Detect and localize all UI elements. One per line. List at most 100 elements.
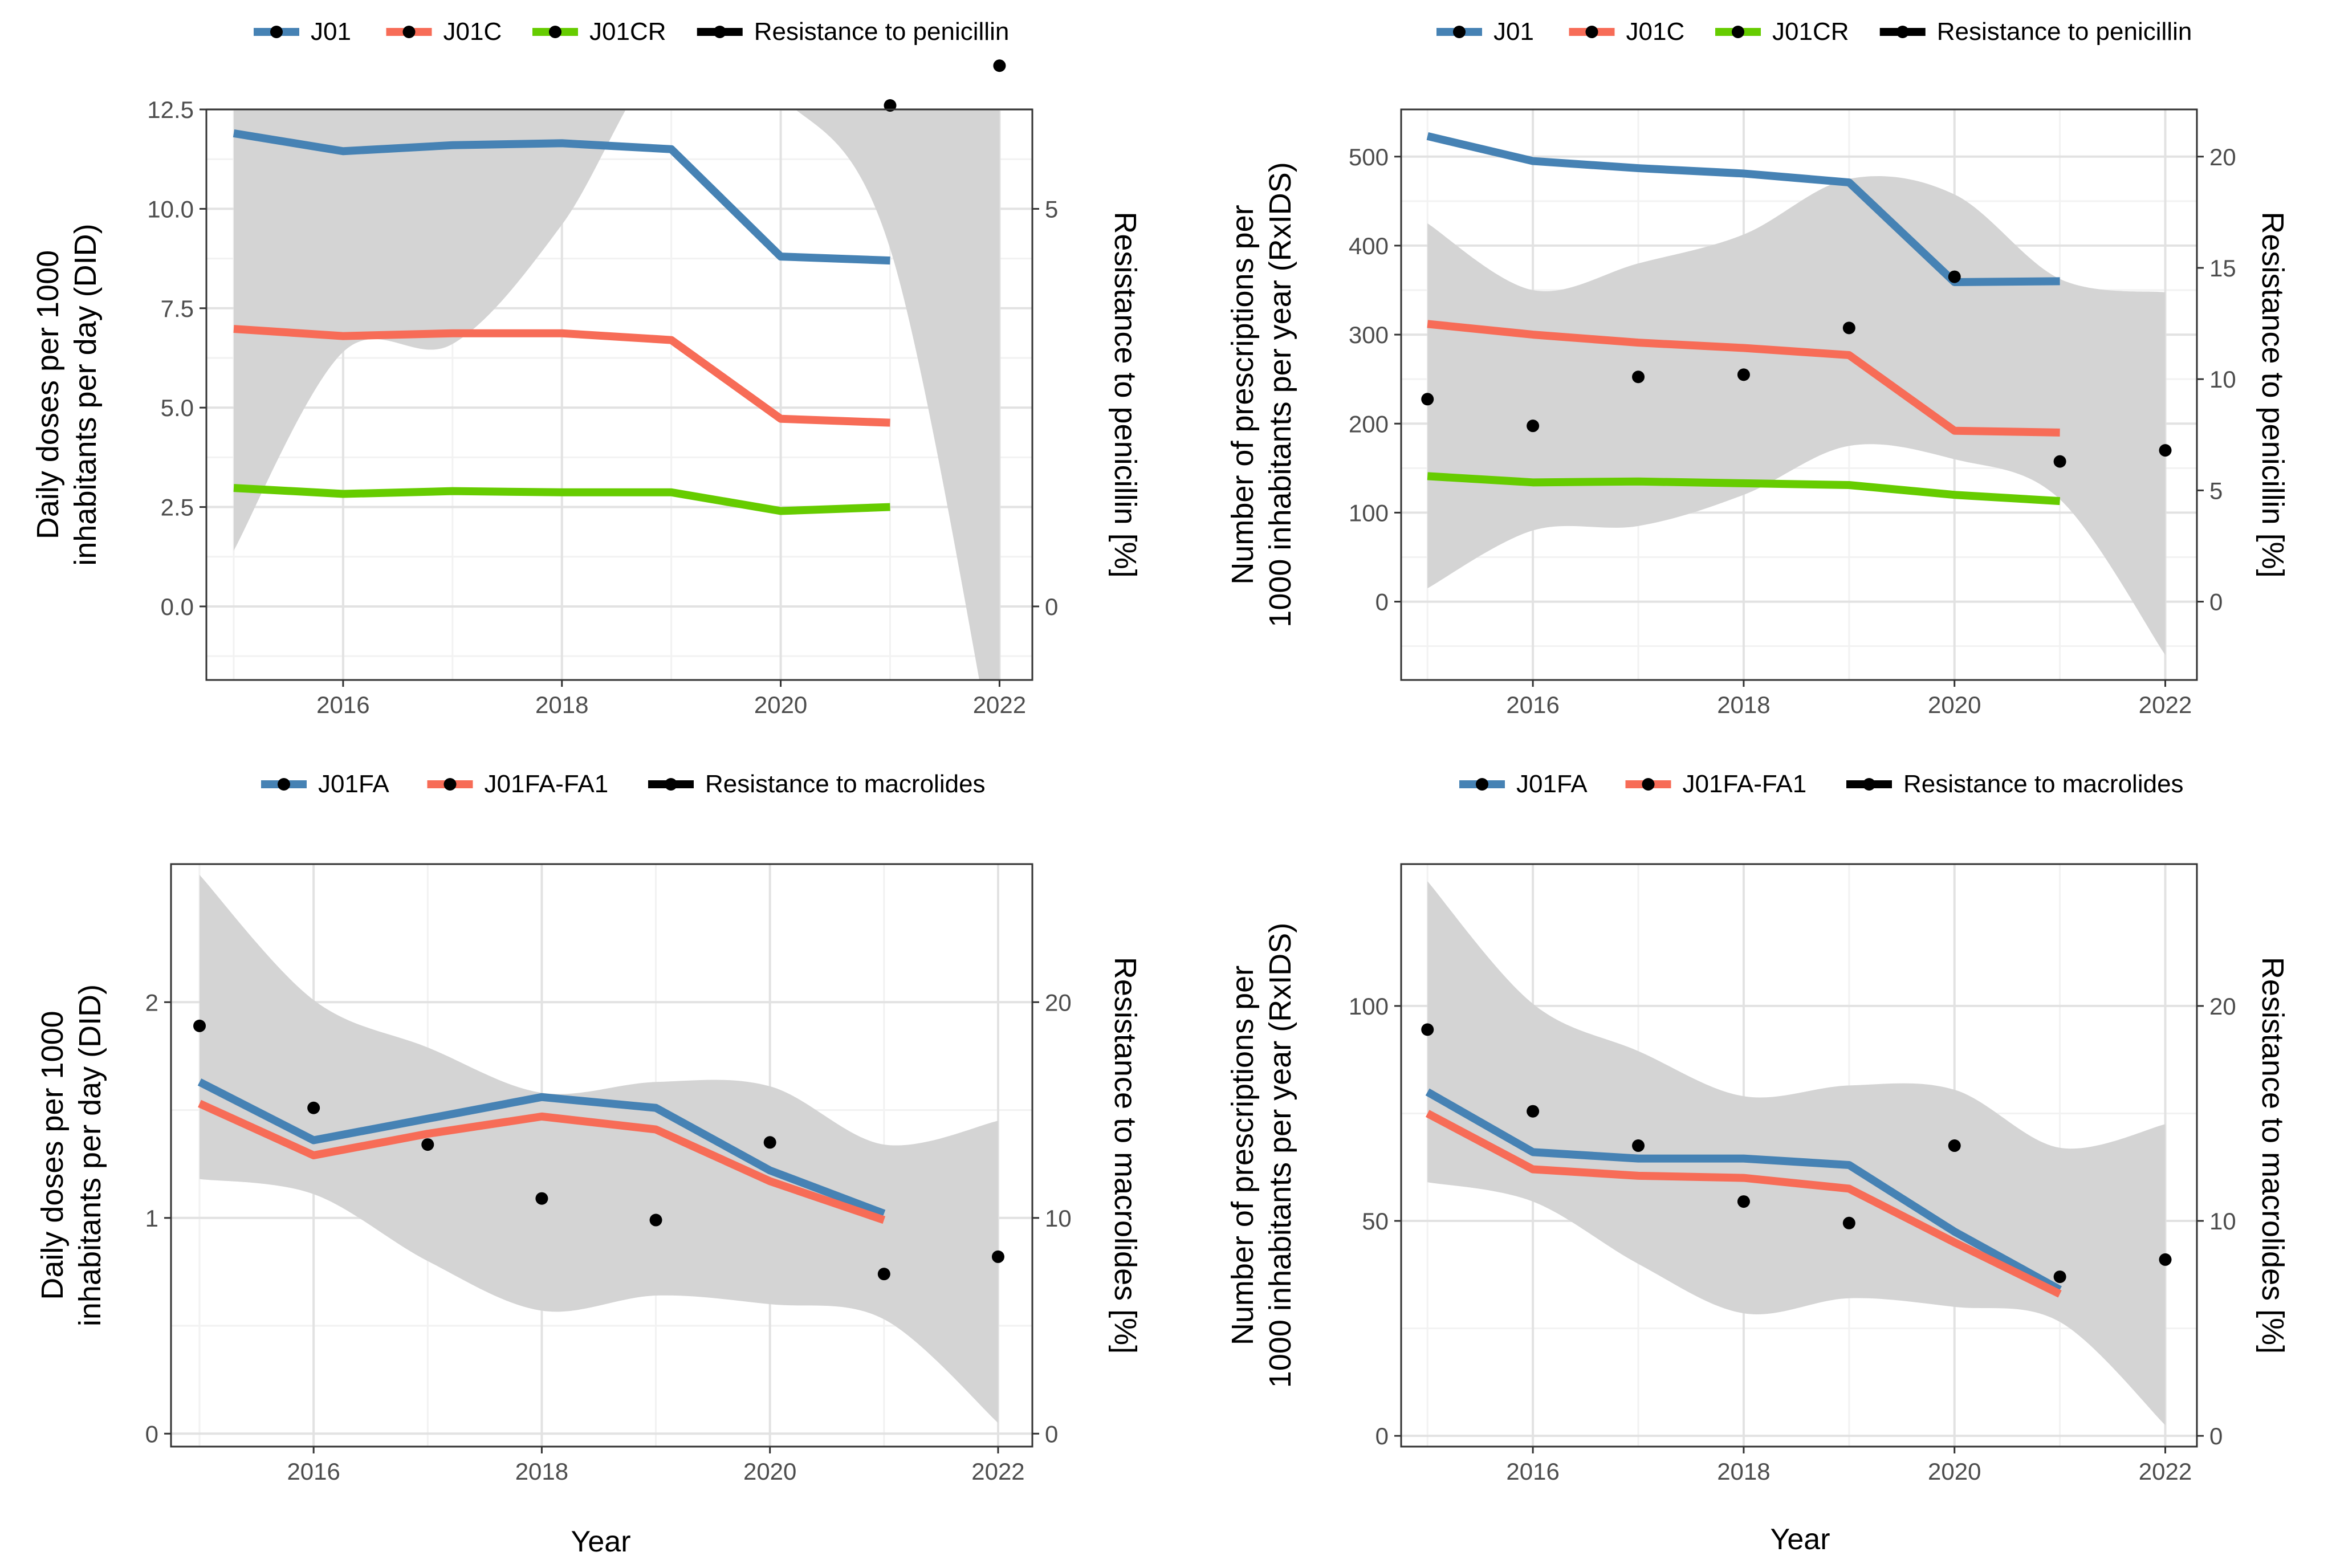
y-axis-title-line: Daily doses per 1000 xyxy=(35,1011,70,1300)
legend-label: Resistance to macrolides xyxy=(705,770,986,798)
legend-key-dot xyxy=(1732,26,1744,38)
y-tick-label: 2 xyxy=(145,989,158,1016)
legend-label: J01CR xyxy=(1772,18,1849,46)
legend-label: Resistance to penicillin xyxy=(1937,18,2192,46)
series-line-j01fa xyxy=(1425,1088,2062,1293)
resistance-point xyxy=(535,1192,548,1205)
legend-label: J01FA xyxy=(318,770,389,798)
y-tick-label: 5.0 xyxy=(161,394,194,421)
resistance-point xyxy=(649,1213,662,1227)
series-line-j01c xyxy=(233,325,890,427)
x-tick-label: 2022 xyxy=(2139,691,2192,718)
resistance-point xyxy=(2053,1270,2066,1284)
x-tick-label: 2018 xyxy=(515,1458,568,1485)
series-line-j01 xyxy=(233,129,890,265)
legend-key-dot xyxy=(402,26,416,38)
series-line-j01cr xyxy=(233,484,890,515)
resistance-point xyxy=(421,1138,434,1151)
resistance-point xyxy=(1632,370,1645,384)
x-tick-label: 2018 xyxy=(1717,691,1770,718)
resistance-point xyxy=(1948,270,1961,283)
resistance-point xyxy=(763,1136,776,1149)
resistance-point xyxy=(991,1250,1004,1263)
legend-label: J01FA-FA1 xyxy=(485,770,609,798)
panel-border xyxy=(1400,863,2198,1448)
y-tick-label: 7.5 xyxy=(161,295,194,322)
legend-key-dot xyxy=(665,778,677,791)
resistance-point xyxy=(877,1268,890,1281)
chart-panels: 20162018202020220.02.55.07.510.012.50510… xyxy=(31,18,2290,1485)
y-axis-title-line: Number of prescriptions per xyxy=(1226,205,1260,584)
legend-label: Resistance to macrolides xyxy=(1903,770,2184,798)
y-tick-label: 100 xyxy=(1349,993,1389,1020)
x-tick-label: 2020 xyxy=(1928,1458,1981,1485)
x-tick-label: 2020 xyxy=(754,691,807,718)
panel-border xyxy=(1400,108,2198,681)
legend-key-dot xyxy=(713,26,726,38)
series-line-j01fa-fa1 xyxy=(198,1099,886,1224)
x-tick-label: 2020 xyxy=(1928,691,1981,718)
confidence-ribbon xyxy=(1427,176,2166,655)
series-line-j01fa-fa1 xyxy=(1425,1110,2062,1298)
legend-label: J01CR xyxy=(589,18,666,46)
panel-border xyxy=(170,863,1033,1448)
resistance-point xyxy=(1842,321,1855,335)
x-tick-label: 2018 xyxy=(535,691,588,718)
y-tick-label: 200 xyxy=(1349,410,1389,437)
y-tick-label: 0 xyxy=(1375,1423,1389,1449)
y-tick-label: 1 xyxy=(145,1205,158,1232)
legend-key-dot xyxy=(278,778,290,791)
series-line-j01cr xyxy=(1427,472,2061,506)
y2-axis-title: Resistance to penicillin [%] xyxy=(1108,211,1142,577)
y2-axis-title: Resistance to macrolides [%] xyxy=(2256,957,2290,1354)
y2-tick-label: 20 xyxy=(2209,144,2236,170)
y2-tick-label: 5 xyxy=(2209,477,2223,504)
legend-key-dot xyxy=(1453,26,1466,38)
y-tick-label: 12.5 xyxy=(147,96,194,123)
y2-tick-label: 20 xyxy=(2209,993,2236,1020)
y2-tick-label: 0 xyxy=(2209,1423,2223,1449)
legend-label: J01 xyxy=(311,18,351,46)
y2-tick-label: 10 xyxy=(1045,1205,1072,1232)
legend: J01FA J01FA-FA1 Resistance to macrolides xyxy=(1459,770,2184,798)
y-axis-title-line: inhabitants per day (DID) xyxy=(68,223,103,565)
legend-key-dot xyxy=(443,778,457,791)
resistance-point xyxy=(1842,1216,1855,1229)
resistance-point xyxy=(1737,1195,1750,1208)
x-axis-title-left: Year xyxy=(571,1525,630,1558)
y-tick-label: 100 xyxy=(1349,499,1389,526)
resistance-point xyxy=(193,1019,206,1032)
legend-label: J01 xyxy=(1493,18,1534,46)
resistance-point xyxy=(2053,455,2066,468)
legend-label: J01C xyxy=(1626,18,1685,46)
panel-A: 20162018202020220.02.55.07.510.012.50510… xyxy=(31,18,1142,718)
resistance-point xyxy=(1421,393,1434,406)
panel-B: 2016 2018 2020 2022 0 100 200 300 400 500 0 5 10 15 20… xyxy=(1226,18,2290,718)
resistance-point xyxy=(1632,1139,1645,1152)
y-tick-label: 0.0 xyxy=(161,593,194,620)
y-tick-label: 400 xyxy=(1349,233,1389,259)
legend-key-dot xyxy=(1585,26,1598,38)
resistance-point xyxy=(1527,420,1540,433)
y-axis-title-line: 1000 inhabitants per year (RxIDS) xyxy=(1263,923,1297,1388)
resistance-point xyxy=(1527,1105,1540,1118)
y-tick-label: 0 xyxy=(145,1420,158,1447)
x-tick-label: 2020 xyxy=(743,1458,796,1485)
x-tick-label: 2016 xyxy=(1506,1458,1559,1485)
y-tick-label: 0 xyxy=(1375,589,1389,616)
x-tick-label: 2016 xyxy=(316,691,369,718)
series-line-j01fa xyxy=(197,1078,886,1217)
legend: J01 J01C J01CR Resistance to penicillin xyxy=(254,18,1009,46)
y2-tick-label: 0 xyxy=(2209,589,2223,616)
resistance-point xyxy=(1737,368,1750,381)
y2-tick-label: 20 xyxy=(1045,989,1072,1016)
y-tick-label: 300 xyxy=(1349,321,1389,348)
legend-label: J01C xyxy=(443,18,502,46)
legend-key-dot xyxy=(549,26,561,38)
y-tick-label: 2.5 xyxy=(161,494,194,521)
legend-label: Resistance to penicillin xyxy=(754,18,1010,46)
x-tick-label: 2018 xyxy=(1717,1458,1770,1485)
y2-tick-label: 0 xyxy=(1045,1420,1058,1447)
resistance-point xyxy=(307,1101,320,1114)
